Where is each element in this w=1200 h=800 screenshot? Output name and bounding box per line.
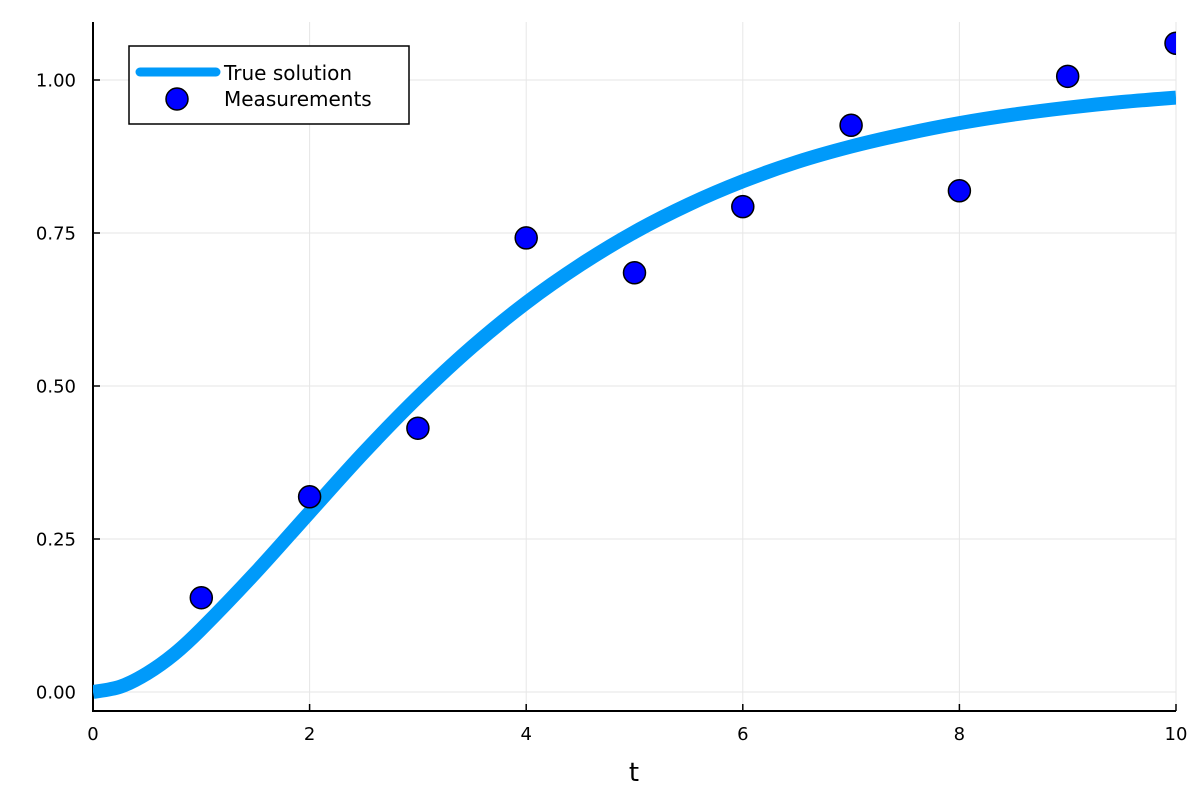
measurement-point [189, 586, 214, 610]
y-ticks: 0.00 0.25 0.50 0.75 1.00 [36, 71, 100, 704]
measurement-point [947, 179, 972, 203]
x-tick-label: 8 [954, 724, 965, 745]
measurement-point [731, 194, 755, 219]
measurement-point [406, 416, 430, 440]
grid-lines [92, 22, 1177, 711]
measurement-point [1055, 64, 1080, 89]
measurement-point [622, 261, 647, 285]
measurement-point [297, 485, 322, 509]
legend-label-true-solution: True solution [223, 61, 352, 85]
x-tick-label: 0 [87, 724, 98, 745]
measurement-point [1164, 31, 1176, 56]
y-tick-label: 0.75 [36, 224, 76, 245]
x-tick-label: 6 [737, 724, 748, 745]
legend-marker-swatch [165, 87, 189, 111]
measurement-point [514, 226, 538, 250]
y-tick-label: 0.25 [36, 530, 76, 551]
x-tick-label: 4 [520, 724, 531, 745]
measurement-markers [189, 31, 1176, 610]
x-axis-title: t [629, 758, 639, 788]
y-tick-label: 0.00 [36, 683, 76, 704]
y-tick-label: 0.50 [36, 377, 76, 398]
axes [92, 22, 1176, 712]
true-solution-line [93, 90, 1176, 699]
measurement-point [839, 113, 863, 138]
legend-label-measurements: Measurements [224, 87, 372, 111]
legend-box [128, 45, 410, 125]
x-tick-label: 2 [304, 724, 315, 745]
y-tick-label: 1.00 [36, 71, 76, 92]
legend: True solution Measurements [128, 45, 410, 125]
x-ticks: 0 2 4 6 8 10 [87, 704, 1187, 745]
x-tick-label: 10 [1165, 724, 1188, 745]
